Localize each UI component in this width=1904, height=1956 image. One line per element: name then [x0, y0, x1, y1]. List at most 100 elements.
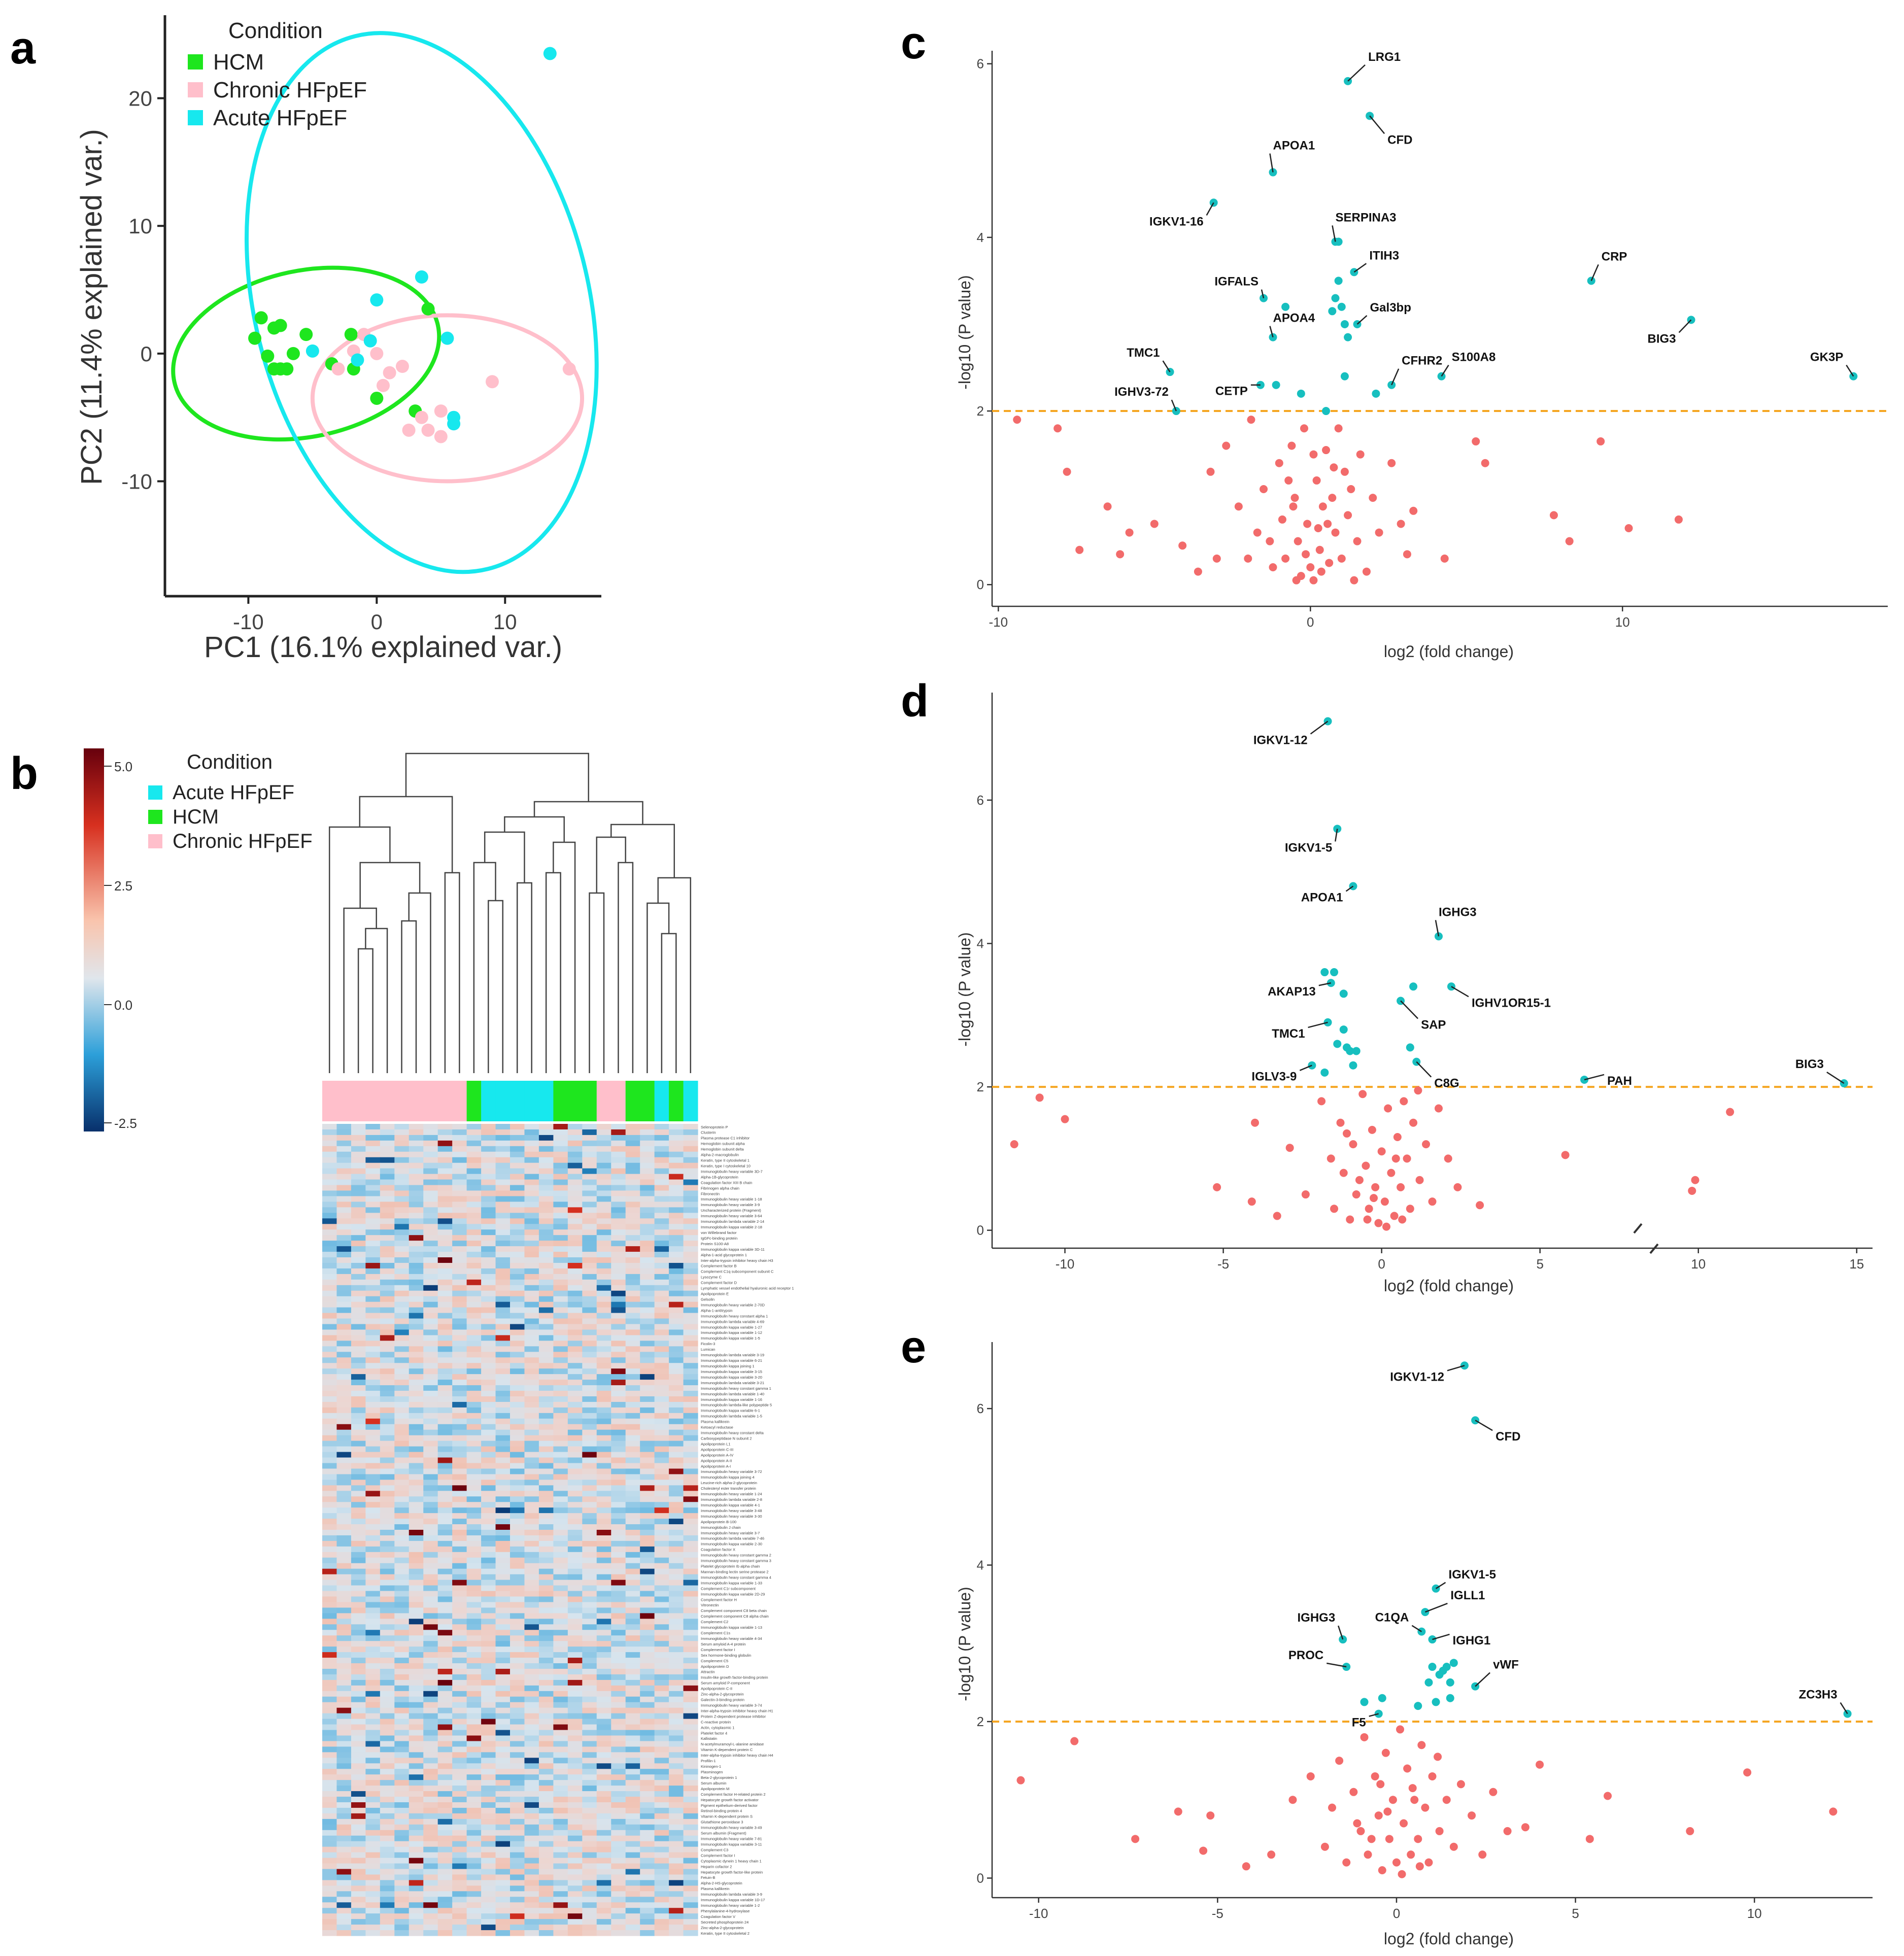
volcano-x-tick-label: -5 [1217, 1256, 1229, 1272]
heatmap-cell [336, 1674, 352, 1680]
heatmap-row-label: Apolipoprotein B-100 [701, 1520, 736, 1524]
heatmap-cell [625, 1257, 640, 1263]
heatmap-cell [567, 1519, 583, 1525]
heatmap-cell [553, 1707, 568, 1714]
heatmap-cell [495, 1435, 511, 1442]
volcano-point-nonsig [1397, 1183, 1405, 1191]
heatmap-cell [495, 1735, 511, 1742]
heatmap-cell [669, 1702, 684, 1708]
heatmap-cell [466, 1568, 482, 1575]
heatmap-cell [582, 1874, 597, 1881]
heatmap-cell [394, 1429, 410, 1436]
heatmap-cell [611, 1285, 626, 1291]
heatmap-cell [524, 1385, 539, 1391]
heatmap-cell [510, 1502, 525, 1508]
heatmap-cell [437, 1874, 453, 1881]
heatmap-cell [495, 1391, 511, 1397]
heatmap-cell [669, 1207, 684, 1213]
heatmap-cell [336, 1474, 352, 1480]
heatmap-cell [553, 1357, 568, 1363]
volcano-point-nonsig [1314, 524, 1322, 533]
heatmap-cell [394, 1691, 410, 1697]
volcano-y-tick-label: 6 [977, 1401, 984, 1416]
heatmap-cell [481, 1190, 496, 1197]
heatmap-cell [336, 1446, 352, 1453]
heatmap-cell [538, 1613, 554, 1619]
heatmap-cell [423, 1891, 438, 1897]
heatmap-cell [611, 1908, 626, 1914]
heatmap-cell [365, 1168, 381, 1175]
heatmap-cell [322, 1324, 337, 1330]
heatmap-cell [322, 1140, 337, 1147]
heatmap-cell [553, 1385, 568, 1391]
heatmap-cell [423, 1452, 438, 1458]
heatmap-cell [553, 1885, 568, 1892]
volcano-d-x-label: log2 (fold change) [1384, 1277, 1514, 1295]
heatmap-cell [481, 1519, 496, 1525]
heatmap-cell [380, 1552, 395, 1558]
volcano-point-nonsig [1312, 476, 1321, 485]
heatmap-cell [524, 1218, 539, 1224]
heatmap-cell [669, 1574, 684, 1581]
heatmap-cell [380, 1679, 395, 1686]
heatmap-cell [336, 1151, 352, 1158]
volcano-point-nonsig [1476, 1201, 1484, 1210]
heatmap-cell [466, 1668, 482, 1675]
heatmap-cell [538, 1652, 554, 1658]
heatmap-cell [466, 1746, 482, 1753]
heatmap-cell [365, 1702, 381, 1708]
volcano-y-tick-label: 2 [977, 403, 984, 419]
heatmap-cell [625, 1908, 640, 1914]
heatmap-cell [481, 1624, 496, 1630]
heatmap-cell [596, 1374, 611, 1380]
heatmap-cell [654, 1880, 669, 1886]
heatmap-cell [481, 1835, 496, 1842]
heatmap-cell [351, 1741, 366, 1747]
heatmap-cell [553, 1913, 568, 1919]
heatmap-cell [481, 1124, 496, 1130]
heatmap-cell [625, 1540, 640, 1547]
heatmap-cell [481, 1274, 496, 1280]
heatmap-cell [553, 1213, 568, 1219]
heatmap-cell [409, 1218, 424, 1224]
heatmap-cell [510, 1446, 525, 1453]
heatmap-cell [365, 1557, 381, 1564]
volcano-point-nonsig [1380, 1197, 1389, 1206]
heatmap-cell [510, 1296, 525, 1302]
heatmap-cell [495, 1413, 511, 1419]
heatmap-cell [394, 1468, 410, 1475]
heatmap-cell [510, 1607, 525, 1614]
heatmap-cell [538, 1596, 554, 1603]
heatmap-cell [409, 1858, 424, 1864]
heatmap-cell [351, 1352, 366, 1358]
volcano-gene-label: IGHV1OR15-1 [1472, 996, 1551, 1010]
heatmap-cell [365, 1735, 381, 1742]
heatmap-cell [437, 1279, 453, 1286]
heatmap-cell [683, 1769, 698, 1775]
heatmap-cell [567, 1157, 583, 1163]
heatmap-cell [481, 1374, 496, 1380]
heatmap-cell [553, 1190, 568, 1197]
heatmap-cell [409, 1635, 424, 1641]
heatmap-cell [640, 1602, 655, 1608]
heatmap-cell [423, 1235, 438, 1241]
heatmap-cell [351, 1296, 366, 1302]
heatmap-cell [524, 1357, 539, 1363]
heatmap-cell [510, 1835, 525, 1842]
heatmap-cell [365, 1707, 381, 1714]
heatmap-cell [510, 1679, 525, 1686]
heatmap-cell [683, 1324, 698, 1330]
heatmap-cell [538, 1274, 554, 1280]
heatmap-legend-swatch-hcm [148, 810, 162, 824]
heatmap-cell [409, 1174, 424, 1180]
heatmap-cell [409, 1925, 424, 1931]
heatmap-cell [481, 1874, 496, 1881]
heatmap-cell [611, 1746, 626, 1753]
heatmap-cell [495, 1913, 511, 1919]
heatmap-cell [437, 1424, 453, 1430]
heatmap-cell [466, 1229, 482, 1236]
heatmap-cell [495, 1418, 511, 1425]
volcano-gene-label: IGHG3 [1439, 905, 1477, 919]
heatmap-cell [365, 1724, 381, 1731]
heatmap-cell [611, 1368, 626, 1375]
